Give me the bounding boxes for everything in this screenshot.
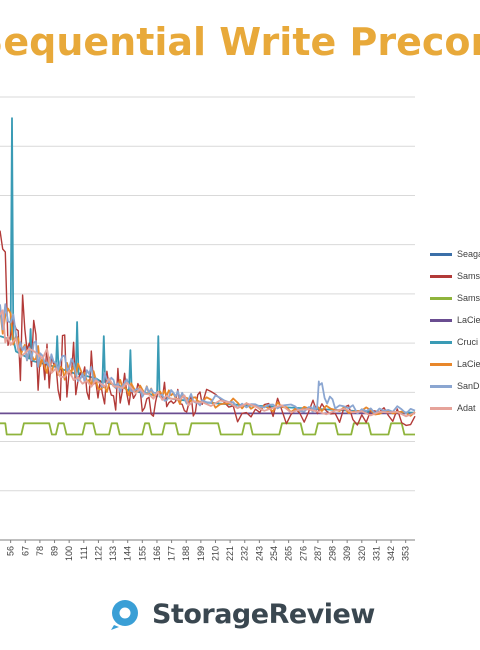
legend-swatch xyxy=(430,253,452,256)
x-tick-label: 122 xyxy=(93,546,103,561)
x-tick-label: 210 xyxy=(210,546,220,561)
x-tick-label: 232 xyxy=(240,546,250,561)
series-line-adat-7 xyxy=(0,309,416,418)
legend-label: SanD xyxy=(457,381,480,391)
storagereview-logo-icon xyxy=(111,600,138,630)
x-tick-label: 155 xyxy=(137,546,147,561)
x-tick-label: 221 xyxy=(225,546,235,561)
x-tick-label: 166 xyxy=(152,546,162,561)
legend-item: LaCie xyxy=(430,314,480,326)
x-tick-label: 199 xyxy=(196,546,206,561)
x-tick-label: 177 xyxy=(167,546,177,561)
legend-label: Sams xyxy=(457,293,480,303)
legend-item: Seaga xyxy=(430,248,480,260)
x-tick-label: 78 xyxy=(35,546,45,556)
x-tick-label: 320 xyxy=(357,546,367,561)
x-tick-label: 144 xyxy=(123,546,133,561)
legend-item: Cruci xyxy=(430,336,480,348)
legend-label: LaCie xyxy=(457,359,480,369)
chart-title: Sequential Write Precond xyxy=(0,20,480,64)
legend-swatch xyxy=(430,319,452,322)
legend-swatch xyxy=(430,407,452,410)
x-tick-label: 353 xyxy=(401,546,411,561)
legend-swatch xyxy=(430,385,452,388)
chart-series-lines xyxy=(0,117,416,436)
x-tick-label: 309 xyxy=(342,546,352,561)
series-line-sams-2 xyxy=(0,422,415,436)
legend-label: Sams xyxy=(457,271,480,281)
x-tick-label: 133 xyxy=(108,546,118,561)
x-tick-label: 67 xyxy=(20,546,30,556)
x-tick-label: 89 xyxy=(50,546,60,556)
chart-legend: Seaga Sams Sams LaCie Cruci LaCie SanD Adat xyxy=(430,248,480,418)
chart-plot: 56 67 78 89 100 111 122 133 144 155 166 177 188 199 21… xyxy=(0,96,416,561)
legend-label: Seaga xyxy=(457,249,480,259)
legend-item: SanD xyxy=(430,380,480,392)
x-tick-label: 331 xyxy=(371,546,381,561)
brand-name: StorageReview xyxy=(152,599,375,630)
legend-item: Adat xyxy=(430,402,480,414)
legend-label: LaCie xyxy=(457,315,480,325)
x-tick-label: 100 xyxy=(64,546,74,561)
x-tick-label: 265 xyxy=(284,546,294,561)
series-line-sams-1 xyxy=(0,230,416,427)
legend-swatch xyxy=(430,341,452,344)
x-tick-label: 111 xyxy=(79,546,89,560)
x-tick-label: 254 xyxy=(269,546,279,561)
x-tick-label: 56 xyxy=(6,546,16,556)
legend-swatch xyxy=(430,363,452,366)
x-tick-label: 298 xyxy=(328,546,338,561)
x-tick-label: 287 xyxy=(313,546,323,561)
x-tick-label: 188 xyxy=(181,546,191,561)
x-tick-label: 276 xyxy=(298,546,308,561)
chart-grid xyxy=(0,96,415,492)
legend-swatch xyxy=(430,297,452,300)
legend-swatch xyxy=(430,275,452,278)
legend-item: LaCie xyxy=(430,358,480,370)
x-tick-label: 342 xyxy=(386,546,396,561)
storagereview-logo: StorageReview xyxy=(108,595,388,635)
legend-label: Cruci xyxy=(457,337,479,347)
x-tick-label: 243 xyxy=(254,546,264,561)
legend-item: Sams xyxy=(430,292,480,304)
chart-x-tick-labels: 56 67 78 89 100 111 122 133 144 155 166 177 188 199 21… xyxy=(6,540,411,561)
legend-label: Adat xyxy=(457,403,476,413)
legend-item: Sams xyxy=(430,270,480,282)
